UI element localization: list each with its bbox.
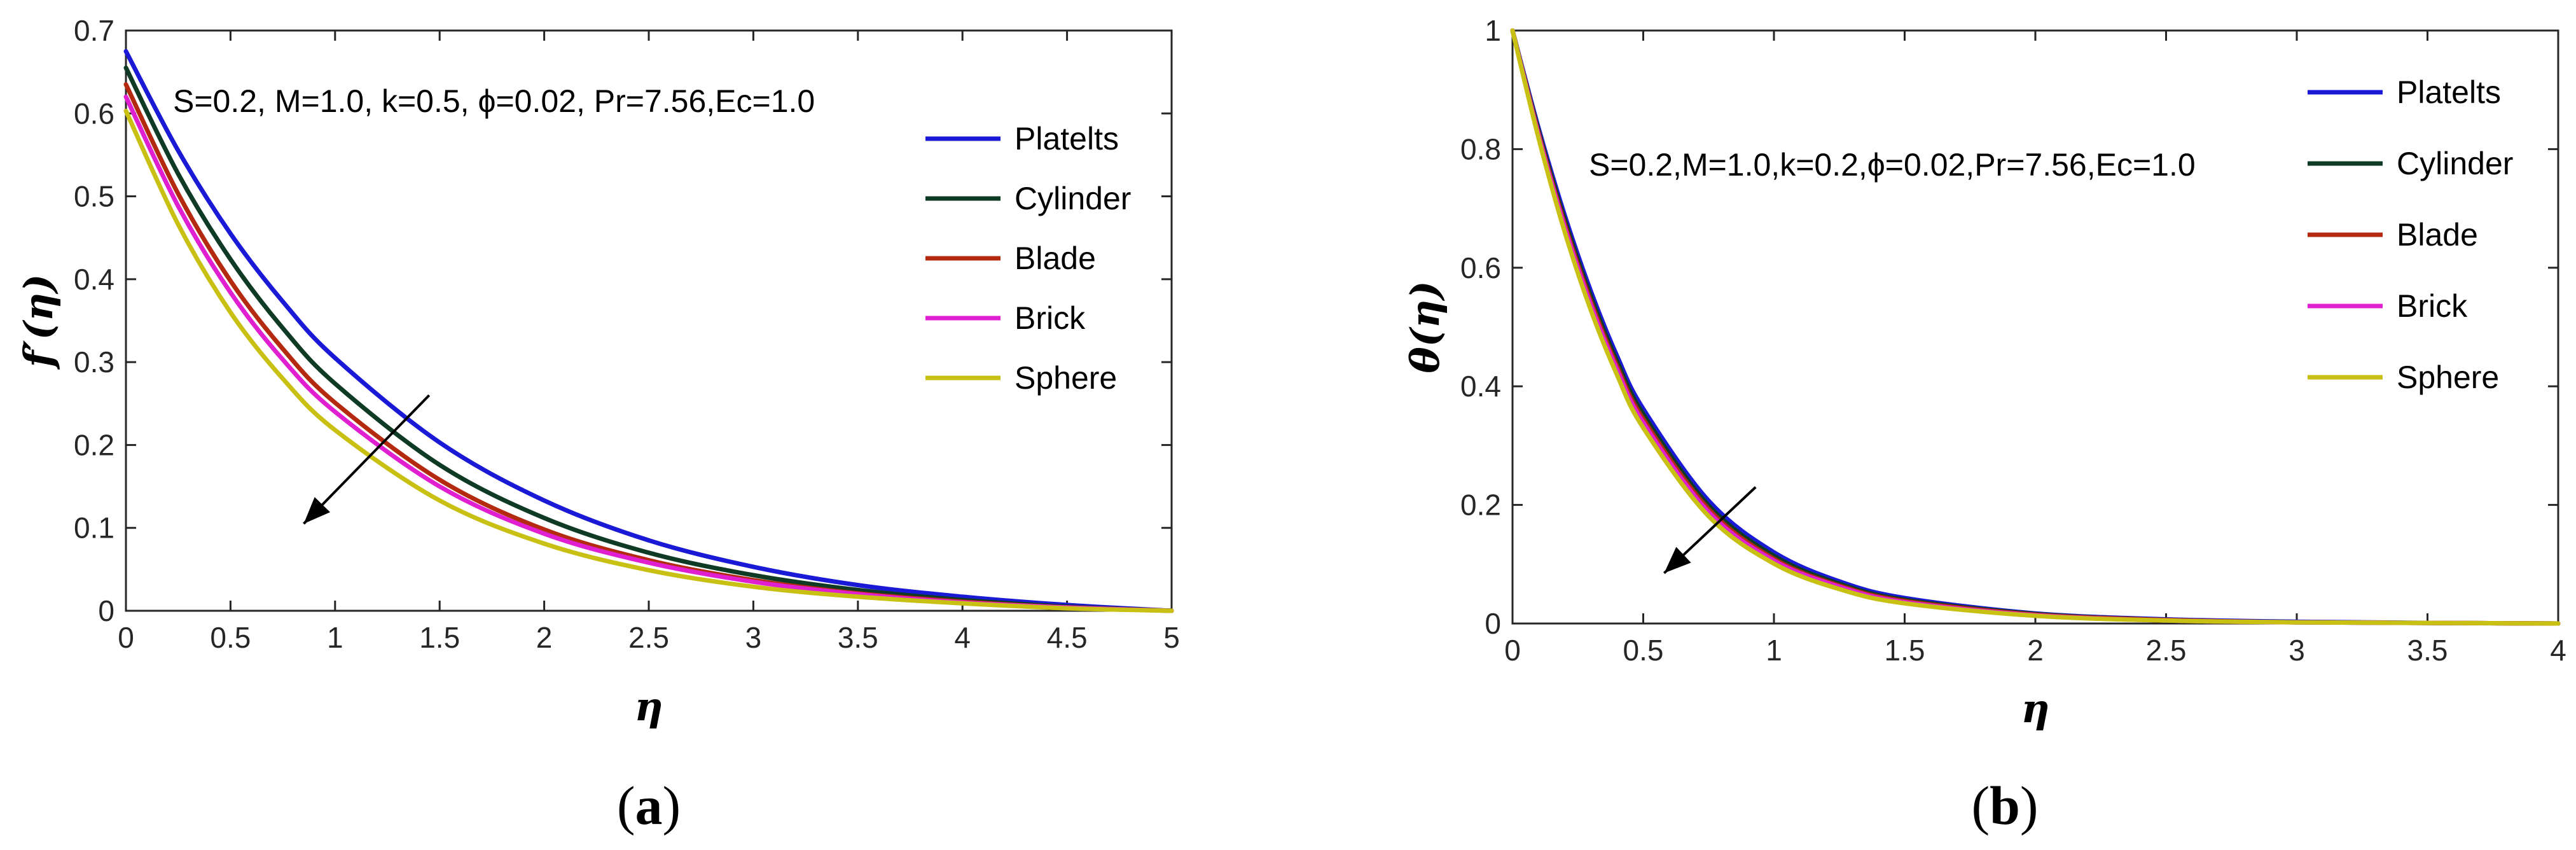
- panel-caption-letter: a: [635, 775, 663, 836]
- x-tick-label: 3: [2289, 634, 2305, 667]
- x-tick-label: 5: [1163, 621, 1180, 654]
- x-tick-label: 0: [1504, 634, 1521, 667]
- x-tick-label: 4: [954, 621, 971, 654]
- x-tick-label: 2: [536, 621, 553, 654]
- y-tick-label: 0.5: [74, 180, 114, 213]
- legend-label: Cylinder: [1014, 181, 1131, 216]
- series-line-platelts: [123, 49, 1174, 613]
- y-axis-label: θ(η): [1402, 281, 1448, 373]
- trend-arrow-shaft: [303, 394, 431, 525]
- legend-label: Blade: [2397, 217, 2478, 253]
- y-tick-label: 0.4: [74, 263, 114, 296]
- x-tick-label: 3.5: [2407, 634, 2448, 667]
- x-tick-label: 0.5: [1623, 634, 1664, 667]
- series-line-sphere: [123, 108, 1174, 613]
- x-tick-label: 2.5: [2146, 634, 2187, 667]
- x-tick-label: 0: [118, 621, 134, 654]
- x-tick-label: 1: [1766, 634, 1782, 667]
- legend-label: Brick: [2397, 288, 2468, 324]
- parameter-annotation: S=0.2,M=1.0,k=0.2,ϕ=0.02,Pr=7.56,Ec=1.0: [1589, 147, 2196, 183]
- legend-label: Brick: [1014, 300, 1086, 336]
- y-tick-label: 0.2: [74, 428, 114, 461]
- parameter-annotation: S=0.2, M=1.0, k=0.5, ϕ=0.02, Pr=7.56,Ec=…: [173, 83, 815, 119]
- y-tick-label: 0.6: [74, 97, 114, 130]
- y-tick-label: 0.1: [74, 512, 114, 545]
- legend-label: Platelts: [1014, 121, 1119, 157]
- x-tick-label: 4: [2550, 634, 2566, 667]
- x-tick-label: 1.5: [419, 621, 460, 654]
- x-axis-label: η: [634, 683, 663, 730]
- panel-caption-letter: b: [1990, 775, 2020, 836]
- x-tick-label: 3: [745, 621, 762, 654]
- x-tick-label: 1.5: [1885, 634, 1925, 667]
- panel-caption: (b): [1971, 775, 2038, 836]
- x-tick-label: 0.5: [210, 621, 251, 654]
- legend-label: Blade: [1014, 240, 1096, 276]
- legend-label: Cylinder: [2397, 146, 2513, 181]
- y-tick-label: 0: [98, 594, 114, 627]
- y-tick-label: 0.8: [1460, 132, 1501, 165]
- x-tick-label: 2: [2027, 634, 2044, 667]
- x-tick-label: 2.5: [628, 621, 669, 654]
- trend-arrow-head: [303, 497, 330, 524]
- x-tick-label: 3.5: [838, 621, 878, 654]
- legend-label: Sphere: [2397, 359, 2499, 395]
- trend-arrow-head: [1664, 547, 1691, 573]
- x-tick-label: 1: [327, 621, 343, 654]
- y-tick-label: 0.7: [74, 14, 114, 47]
- y-tick-label: 0.3: [74, 345, 114, 379]
- panel-b: 0 0.5 1 1.5 2 2.5 3 3.5 4 0 0.2 0.4 0.6 0.8 1 S=0.2,M=1…: [1402, 14, 2566, 836]
- y-tick-label: 0.2: [1460, 489, 1501, 522]
- series-line-sphere: [1510, 28, 2561, 626]
- panel-a: 0 0.5 1 1.5 2 2.5 3 3.5 4 4.5 5 0 0.1 0.2 0.3 0.4 0.5 0.6…: [15, 14, 1180, 836]
- x-tick-label: 4.5: [1047, 621, 1088, 654]
- y-axis-label: f′(η): [15, 274, 62, 370]
- y-tick-label: 0: [1485, 607, 1501, 640]
- legend-label: Sphere: [1014, 360, 1117, 396]
- legend-label: Platelts: [2397, 74, 2501, 110]
- panel-caption: (a): [617, 775, 681, 836]
- y-tick-label: 0.4: [1460, 370, 1501, 403]
- x-axis-label: η: [2021, 685, 2049, 732]
- y-tick-label: 1: [1485, 14, 1501, 47]
- y-tick-label: 0.6: [1460, 251, 1501, 284]
